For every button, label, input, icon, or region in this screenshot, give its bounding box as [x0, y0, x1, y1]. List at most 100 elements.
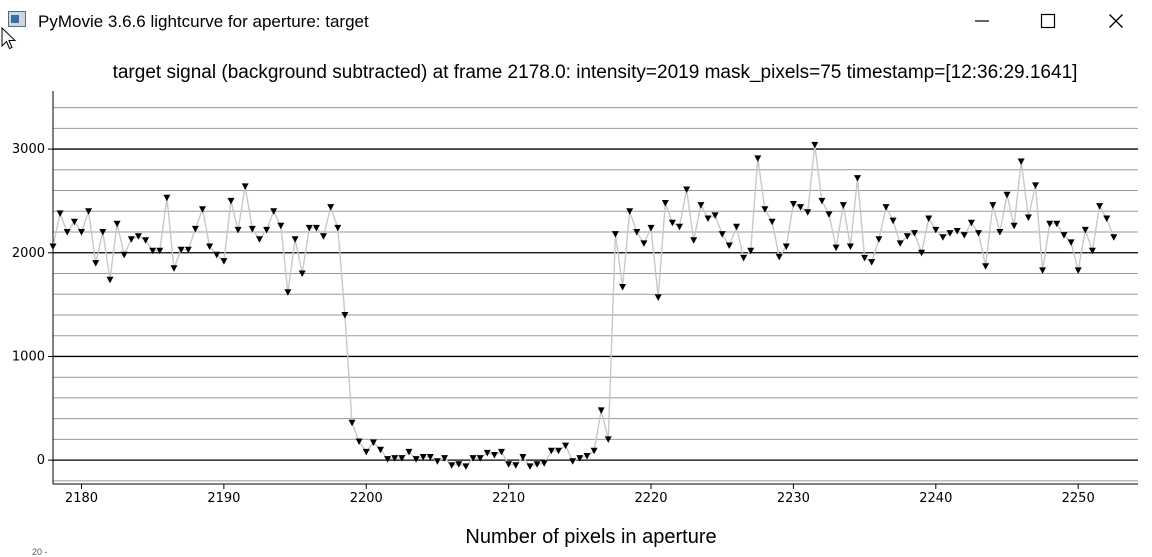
data-point-marker: [818, 197, 826, 205]
data-point-marker: [619, 284, 627, 291]
data-point-marker: [683, 186, 691, 193]
data-point-marker: [142, 237, 150, 244]
data-point-marker: [177, 246, 185, 254]
data-point-marker: [676, 223, 683, 231]
data-point-marker: [149, 247, 157, 255]
data-point-marker: [270, 208, 278, 215]
data-point-marker: [775, 253, 783, 261]
data-point-marker: [320, 233, 327, 240]
data-point-marker: [1060, 232, 1068, 239]
stray-axis-text: 20 -: [32, 547, 48, 557]
data-point-marker: [1103, 215, 1111, 222]
data-point-marker: [441, 455, 449, 462]
lightcurve-plot[interactable]: 0 1000 2000 3000 2180 2190 2200 2210 2220 2230 224…: [0, 85, 1152, 525]
data-point-marker: [1024, 214, 1032, 221]
data-point-marker: [846, 243, 854, 250]
data-point-marker: [1039, 267, 1047, 274]
data-point-marker: [92, 260, 100, 267]
data-point-marker: [889, 217, 897, 225]
data-point-marker: [668, 219, 676, 227]
data-point-marker: [604, 436, 612, 443]
data-point-marker: [740, 254, 748, 262]
data-point-marker: [718, 231, 726, 238]
x-tick-label: 2200: [350, 491, 383, 506]
data-point-marker: [78, 229, 85, 236]
data-point-marker: [789, 201, 797, 208]
data-point-marker: [704, 215, 712, 222]
data-point-marker: [825, 211, 833, 218]
data-point-marker: [661, 200, 669, 207]
data-point-marker: [156, 247, 164, 255]
data-point-marker: [334, 224, 342, 232]
data-point-marker: [1088, 247, 1096, 255]
x-tick-label: 2240: [919, 491, 952, 506]
data-point-marker: [854, 175, 861, 182]
data-point-marker: [1053, 220, 1061, 228]
data-point-marker: [711, 212, 719, 219]
y-tick-label: 1000: [12, 349, 45, 364]
maximize-button[interactable]: [1016, 0, 1080, 42]
data-point-marker: [1067, 239, 1075, 246]
data-point-marker: [412, 456, 420, 463]
data-point-marker: [213, 251, 221, 259]
data-point-marker: [341, 312, 349, 319]
data-point-marker: [996, 229, 1004, 236]
data-point-marker: [611, 231, 619, 238]
data-point-marker: [989, 202, 997, 209]
data-point-marker: [298, 270, 306, 277]
data-point-marker: [391, 455, 399, 462]
data-point-marker: [804, 209, 812, 216]
y-tick-label: 3000: [12, 142, 45, 157]
data-point-marker: [170, 265, 178, 272]
data-point-marker: [1032, 182, 1039, 189]
data-point-marker: [362, 448, 370, 456]
data-point-marker: [939, 234, 947, 241]
data-point-marker: [120, 251, 128, 259]
minimize-button[interactable]: [950, 0, 1014, 42]
data-point-marker: [526, 463, 534, 470]
data-point-marker: [248, 225, 256, 233]
data-point-marker: [547, 447, 555, 455]
data-point-marker: [483, 449, 491, 457]
data-point-marker: [241, 183, 249, 190]
data-point-marker: [768, 218, 776, 226]
data-point-marker: [448, 462, 456, 469]
data-point-marker: [405, 448, 413, 456]
data-point-marker: [398, 455, 406, 462]
data-point-marker: [284, 289, 292, 296]
pymovie-app-icon: [8, 11, 26, 27]
window-titlebar: PyMovie 3.6.6 lightcurve for aperture: t…: [0, 0, 1152, 42]
data-point-marker: [512, 462, 520, 469]
data-point-marker: [761, 206, 769, 213]
data-point-marker: [498, 448, 505, 456]
data-point-marker: [1074, 267, 1082, 274]
data-point-marker: [811, 141, 819, 149]
signal-markers: [49, 141, 1118, 470]
data-point-marker: [533, 461, 541, 468]
y-tick-label: 0: [37, 453, 45, 468]
data-point-marker: [569, 458, 577, 465]
data-point-marker: [184, 246, 192, 254]
data-point-marker: [305, 224, 313, 232]
x-tick-label: 2190: [207, 491, 240, 506]
data-point-marker: [626, 208, 634, 215]
x-axis-label: Number of pixels in aperture: [465, 526, 717, 548]
data-point-marker: [540, 460, 548, 467]
data-point-marker: [839, 202, 847, 209]
data-point-marker: [640, 240, 648, 247]
x-tick-label: 2230: [777, 491, 810, 506]
data-point-marker: [911, 230, 918, 237]
close-icon: [1109, 14, 1123, 28]
data-point-marker: [490, 452, 498, 459]
data-point-marker: [633, 229, 641, 236]
data-point-marker: [555, 447, 562, 455]
data-point-marker: [127, 236, 135, 243]
close-button[interactable]: [1084, 0, 1148, 42]
data-point-marker: [355, 438, 363, 445]
data-point-marker: [377, 446, 384, 454]
data-point-marker: [654, 294, 662, 301]
data-point-marker: [256, 236, 263, 243]
window-title: PyMovie 3.6.6 lightcurve for aperture: t…: [38, 12, 369, 31]
data-point-marker: [875, 236, 883, 243]
data-point-marker: [647, 224, 655, 232]
